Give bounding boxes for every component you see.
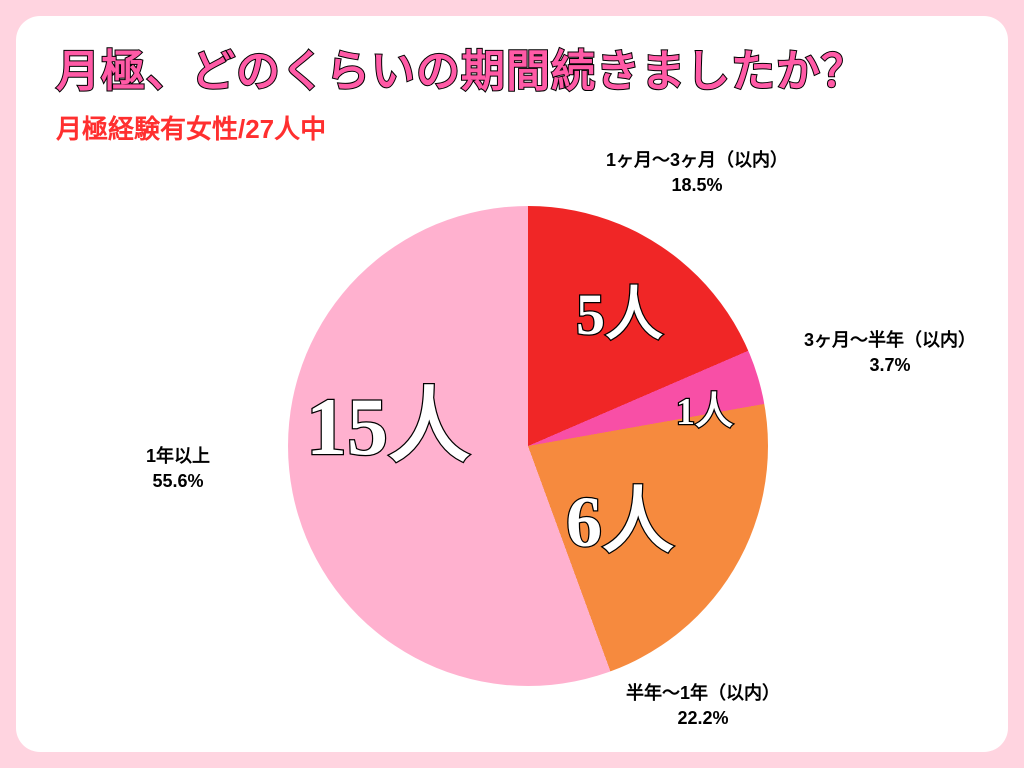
slice-label-2: 半年～1年（以内） 22.2% [626,681,780,731]
slice-name: 1年以上 [146,446,210,466]
slice-percent: 55.6% [152,471,203,491]
slice-label-0: 1ヶ月～3ヶ月（以内） 18.5% [606,148,788,198]
slice-count-3: 15人 [306,386,470,468]
slice-percent: 18.5% [671,175,722,195]
page-title: 月極、どのくらいの期間続きましたか？ [56,46,968,99]
slice-count-0: 5人 [576,286,663,344]
outer-frame: 月極、どのくらいの期間続きましたか？ 月極経験有女性/27人中 1ヶ月～3ヶ月（… [0,0,1024,768]
slice-label-3: 1年以上 55.6% [146,444,210,494]
slice-name: 3ヶ月～半年（以内） [804,330,976,350]
slice-count-1: 1人 [676,393,733,431]
pie-chart-area: 1ヶ月～3ヶ月（以内） 18.5% 3ヶ月～半年（以内） 3.7% 半年～1年（… [16,156,1008,752]
slice-count-2: 6人 [566,486,674,558]
card: 月極、どのくらいの期間続きましたか？ 月極経験有女性/27人中 1ヶ月～3ヶ月（… [16,16,1008,752]
slice-percent: 3.7% [869,355,910,375]
slice-label-1: 3ヶ月～半年（以内） 3.7% [804,328,976,378]
slice-name: 半年～1年（以内） [626,683,780,703]
page-subtitle: 月極経験有女性/27人中 [56,109,968,146]
slice-name: 1ヶ月～3ヶ月（以内） [606,150,788,170]
slice-percent: 22.2% [677,708,728,728]
